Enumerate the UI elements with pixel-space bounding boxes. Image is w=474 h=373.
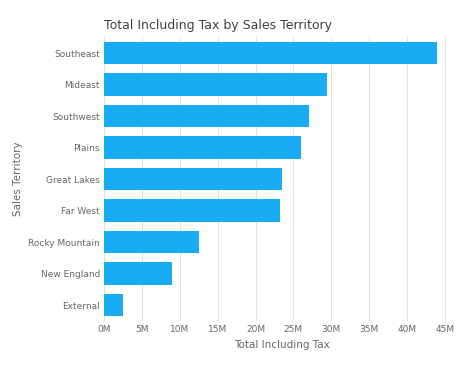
Bar: [104, 231, 199, 253]
Bar: [104, 199, 280, 222]
Bar: [104, 136, 301, 159]
Bar: [104, 105, 309, 128]
X-axis label: Total Including Tax: Total Including Tax: [234, 339, 330, 350]
Bar: [104, 168, 282, 190]
Y-axis label: Sales Territory: Sales Territory: [13, 142, 23, 216]
Bar: [104, 42, 437, 65]
Text: Total Including Tax by Sales Territory: Total Including Tax by Sales Territory: [104, 19, 332, 32]
Bar: [104, 294, 123, 316]
Bar: [104, 73, 328, 96]
Bar: [104, 262, 173, 285]
